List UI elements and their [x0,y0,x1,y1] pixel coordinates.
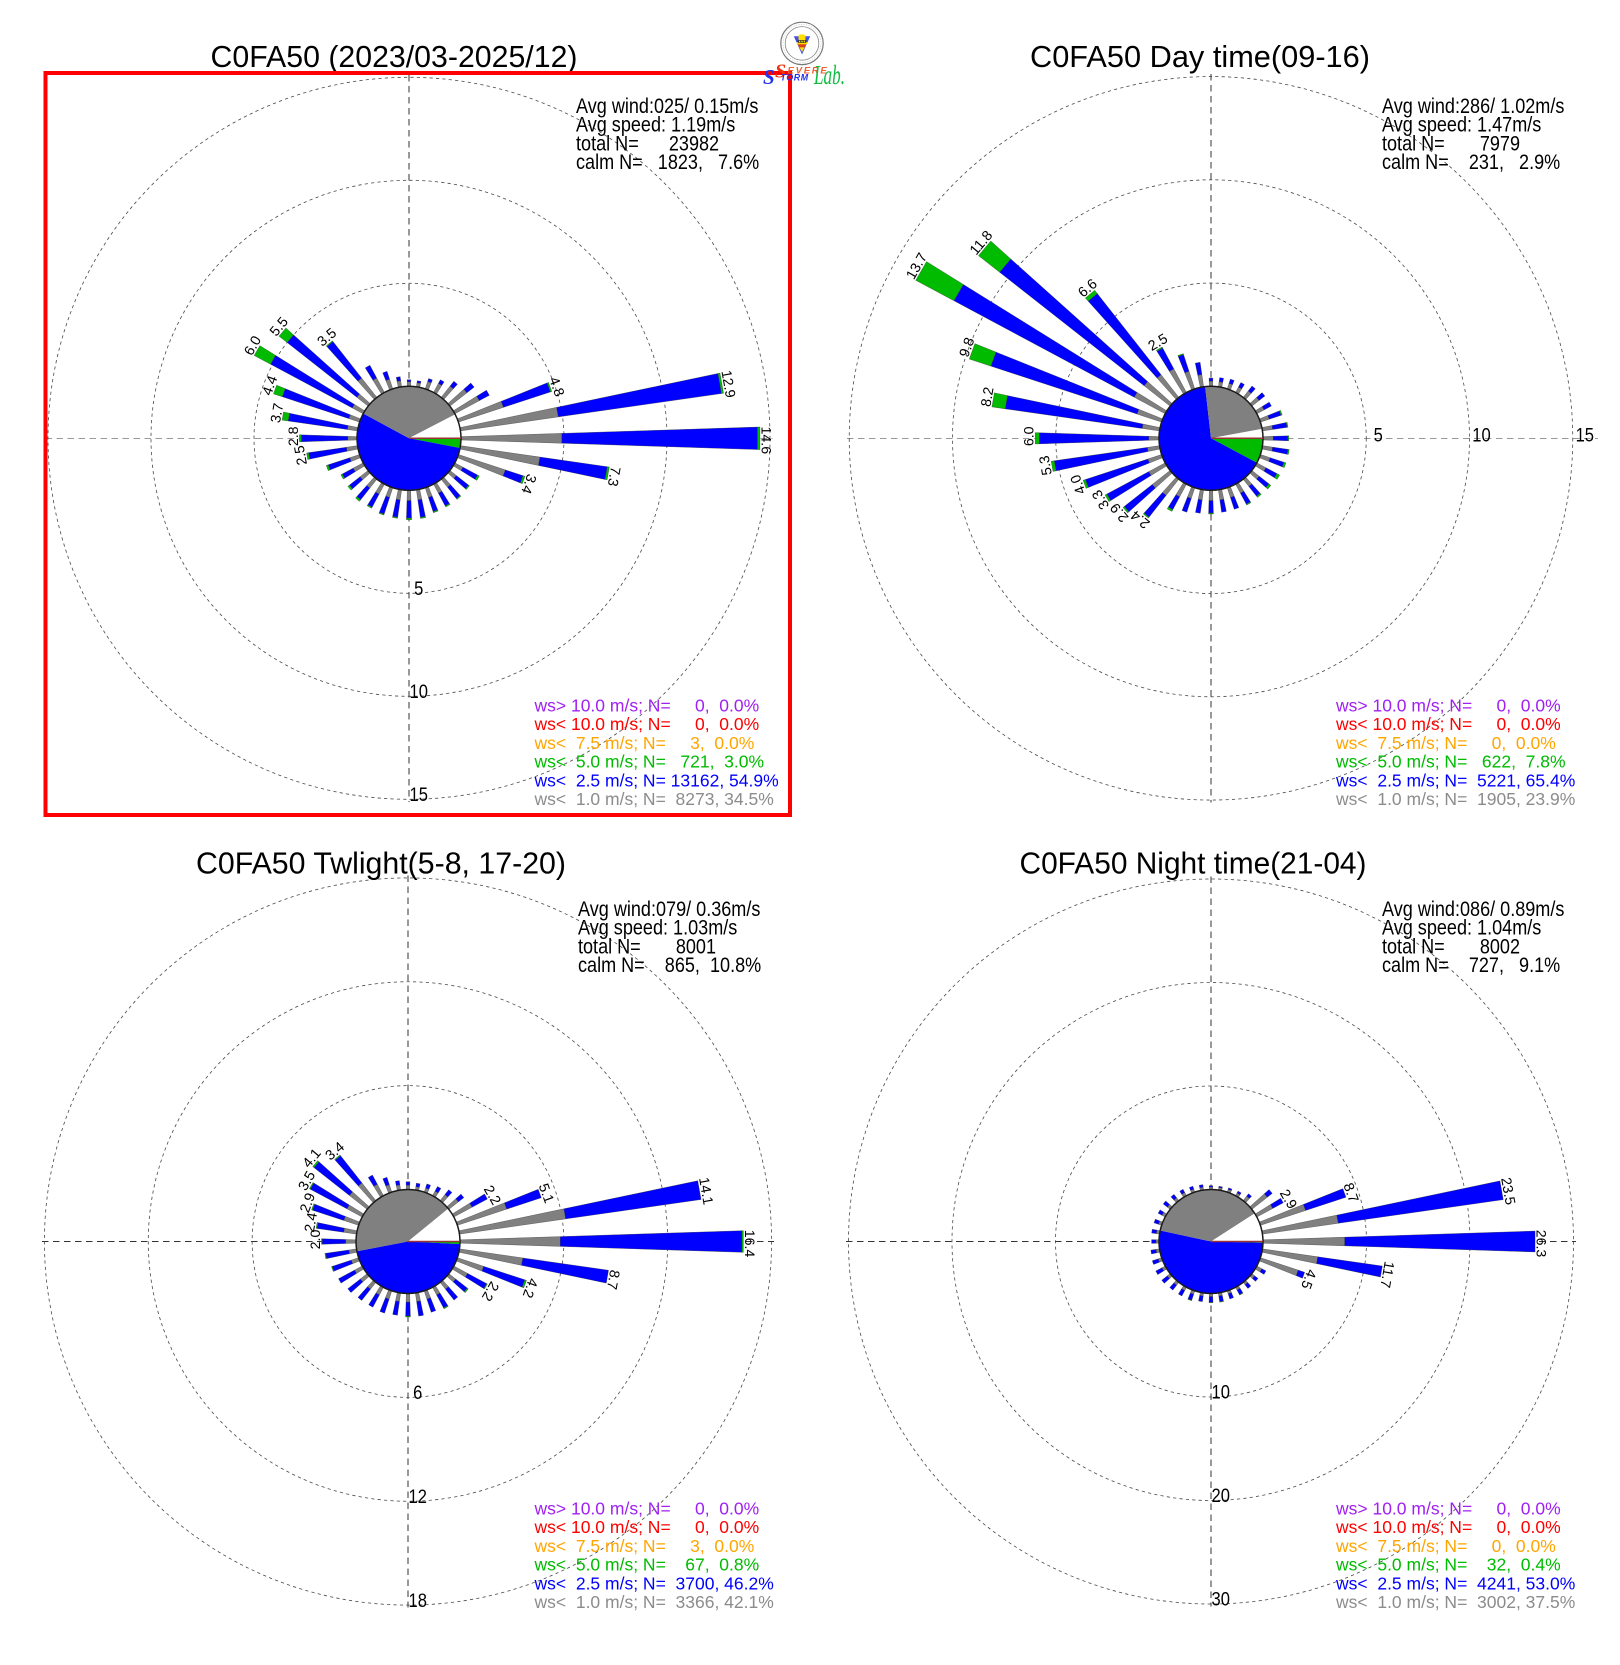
svg-text:20: 20 [1212,1486,1230,1507]
svg-text:ws> 10.0 m/s; N= 0, 0.0%: ws> 10.0 m/s; N= 0, 0.0% [534,696,760,716]
svg-text:total N= 8001: total N= 8001 [578,934,716,958]
svg-text:Lab.: Lab. [813,60,845,90]
svg-text:11.7: 11.7 [1376,1260,1396,1289]
svg-text:5: 5 [1374,426,1383,447]
svg-text:TORM: TORM [781,73,809,83]
svg-text:ws< 2.5 m/s; N= 3700, 46.2%: ws< 2.5 m/s; N= 3700, 46.2% [534,1573,774,1593]
svg-text:ws< 5.0 m/s; N= 32, 0.4%: ws< 5.0 m/s; N= 32, 0.4% [1335,1555,1561,1575]
svg-text:ws> 10.0 m/s; N= 0, 0.0%: ws> 10.0 m/s; N= 0, 0.0% [1335,696,1561,716]
svg-text:14.1: 14.1 [695,1176,716,1206]
svg-text:ws< 7.5 m/s; N= 0, 0.0%: ws< 7.5 m/s; N= 0, 0.0% [1335,1536,1556,1556]
svg-text:ws< 5.0 m/s; N= 721, 3.0%: ws< 5.0 m/s; N= 721, 3.0% [534,752,765,772]
svg-text:Avg speed: 1.47m/s: Avg speed: 1.47m/s [1382,113,1541,137]
svg-text:5.1: 5.1 [535,1182,557,1206]
svg-text:ws< 7.5 m/s; N= 0, 0.0%: ws< 7.5 m/s; N= 0, 0.0% [1335,733,1556,753]
svg-text:S: S [763,65,775,89]
svg-text:C0FA50 Twlight(5-8, 17-20): C0FA50 Twlight(5-8, 17-20) [196,846,566,881]
svg-text:Avg speed: 1.19m/s: Avg speed: 1.19m/s [576,113,735,137]
svg-text:10: 10 [410,682,428,703]
svg-text:12.9: 12.9 [717,369,738,399]
svg-text:12: 12 [409,1487,427,1508]
svg-text:Avg wind:079/ 0.36m/s: Avg wind:079/ 0.36m/s [578,897,760,921]
svg-text:ws< 2.5 m/s; N= 13162, 54.9%: ws< 2.5 m/s; N= 13162, 54.9% [534,770,779,790]
svg-text:2.0: 2.0 [308,1230,324,1250]
svg-text:10: 10 [1472,426,1490,447]
svg-text:8.7: 8.7 [603,1268,622,1290]
svg-text:15: 15 [410,785,428,806]
svg-text:S: S [775,61,786,83]
svg-text:ws< 10.0 m/s; N= 0, 0.0%: ws< 10.0 m/s; N= 0, 0.0% [534,714,760,734]
svg-text:7.3: 7.3 [604,465,623,487]
svg-text:Avg speed: 1.04m/s: Avg speed: 1.04m/s [1382,916,1541,940]
svg-text:ws> 10.0 m/s; N= 0, 0.0%: ws> 10.0 m/s; N= 0, 0.0% [534,1499,760,1519]
svg-text:2.8: 2.8 [286,426,302,446]
svg-text:ws< 5.0 m/s; N= 67, 0.8%: ws< 5.0 m/s; N= 67, 0.8% [534,1555,760,1575]
svg-text:8.2: 8.2 [978,386,997,408]
svg-text:ws< 1.0 m/s; N= 8273, 34.5%: ws< 1.0 m/s; N= 8273, 34.5% [534,789,774,809]
svg-text:10: 10 [1212,1383,1230,1404]
svg-text:3.4: 3.4 [517,472,539,496]
svg-text:4.5: 4.5 [1297,1267,1319,1291]
svg-text:ws< 1.0 m/s; N= 3366, 42.1%: ws< 1.0 m/s; N= 3366, 42.1% [534,1592,774,1612]
svg-text:4.8: 4.8 [545,375,567,399]
svg-text:2.9: 2.9 [297,1191,319,1215]
svg-text:Avg wind:286/ 1.02m/s: Avg wind:286/ 1.02m/s [1382,94,1564,118]
svg-text:2.5: 2.5 [292,444,311,466]
svg-text:C0FA50 Night time(21-04): C0FA50 Night time(21-04) [1020,846,1367,881]
svg-text:4.2: 4.2 [519,1276,541,1300]
svg-text:9.8: 9.8 [957,335,979,359]
svg-text:4.0: 4.0 [1068,472,1090,496]
svg-text:Avg wind:025/ 0.15m/s: Avg wind:025/ 0.15m/s [576,94,758,118]
svg-text:4.4: 4.4 [260,374,282,398]
svg-text:total N= 7979: total N= 7979 [1382,131,1520,155]
svg-text:18: 18 [409,1591,427,1612]
svg-text:30: 30 [1212,1590,1230,1611]
svg-text:calm N= 1823, 7.6%: calm N= 1823, 7.6% [576,150,759,174]
svg-text:total N= 23982: total N= 23982 [576,131,719,155]
svg-text:ws< 10.0 m/s; N= 0, 0.0%: ws< 10.0 m/s; N= 0, 0.0% [1335,1517,1561,1537]
svg-text:Avg speed: 1.03m/s: Avg speed: 1.03m/s [578,916,737,940]
svg-text:Avg wind:086/ 0.89m/s: Avg wind:086/ 0.89m/s [1382,897,1564,921]
svg-text:5: 5 [414,579,423,600]
svg-text:C0FA50 (2023/03-2025/12): C0FA50 (2023/03-2025/12) [211,39,578,74]
svg-text:ws< 5.0 m/s; N= 622, 7.8%: ws< 5.0 m/s; N= 622, 7.8% [1335,752,1566,772]
svg-text:6: 6 [413,1383,422,1404]
svg-text:2.4: 2.4 [302,1211,321,1233]
svg-text:C0FA50 Day time(09-16): C0FA50 Day time(09-16) [1030,39,1370,74]
svg-text:calm N= 231, 2.9%: calm N= 231, 2.9% [1382,150,1560,174]
svg-text:ws< 7.5 m/s; N= 3, 0.0%: ws< 7.5 m/s; N= 3, 0.0% [534,1536,755,1556]
svg-text:15: 15 [1576,426,1594,447]
svg-text:16.4: 16.4 [741,1230,757,1258]
svg-text:5.3: 5.3 [1037,454,1056,476]
svg-text:calm N= 865, 10.8%: calm N= 865, 10.8% [578,953,761,977]
svg-text:23.5: 23.5 [1497,1176,1518,1206]
svg-text:3.7: 3.7 [268,402,287,424]
svg-text:ws< 10.0 m/s; N= 0, 0.0%: ws< 10.0 m/s; N= 0, 0.0% [1335,714,1561,734]
svg-text:total N= 8002: total N= 8002 [1382,934,1520,958]
svg-text:ws< 1.0 m/s; N= 3002, 37.5%: ws< 1.0 m/s; N= 3002, 37.5% [1335,1592,1575,1612]
svg-text:ws< 10.0 m/s; N= 0, 0.0%: ws< 10.0 m/s; N= 0, 0.0% [534,1517,760,1537]
svg-text:EVERE: EVERE [788,66,829,77]
svg-text:8.7: 8.7 [1339,1181,1361,1205]
svg-text:ws< 2.5 m/s; N= 4241, 53.0%: ws< 2.5 m/s; N= 4241, 53.0% [1335,1573,1575,1593]
svg-text:ws> 10.0 m/s; N= 0, 0.0%: ws> 10.0 m/s; N= 0, 0.0% [1335,1499,1561,1519]
svg-text:ws< 2.5 m/s; N= 5221, 65.4%: ws< 2.5 m/s; N= 5221, 65.4% [1335,770,1575,790]
svg-text:ws< 1.0 m/s; N= 1905, 23.9%: ws< 1.0 m/s; N= 1905, 23.9% [1335,789,1575,809]
svg-text:14.6: 14.6 [758,426,774,454]
svg-text:6.0: 6.0 [1022,426,1038,446]
svg-text:ws< 7.5 m/s; N= 3, 0.0%: ws< 7.5 m/s; N= 3, 0.0% [534,733,755,753]
svg-text:calm N= 727, 9.1%: calm N= 727, 9.1% [1382,953,1560,977]
svg-text:26.3: 26.3 [1533,1230,1549,1258]
